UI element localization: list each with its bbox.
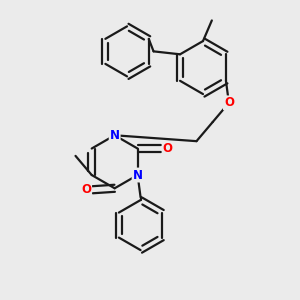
Text: O: O [224,96,234,110]
Text: O: O [81,183,91,196]
Text: N: N [110,129,120,142]
Text: N: N [133,169,142,182]
Text: O: O [163,142,172,155]
